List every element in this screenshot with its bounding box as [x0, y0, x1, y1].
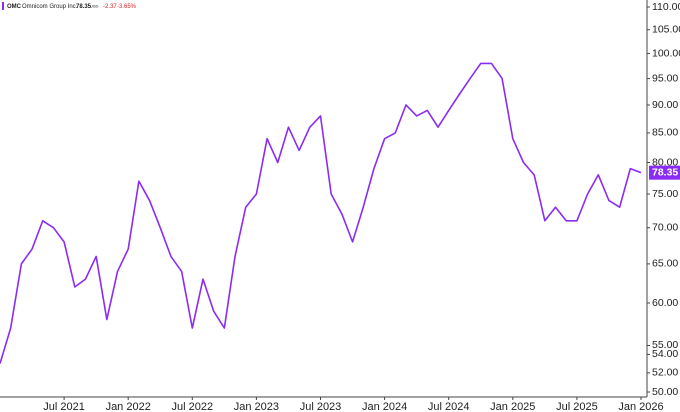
y-tick-label: 50.00 [652, 386, 678, 398]
symbol-marker [2, 2, 4, 10]
y-tick-label: 65.00 [652, 258, 678, 270]
last-price-badge [649, 165, 680, 180]
x-tick-label: Jan 2025 [490, 401, 535, 412]
x-tick-label: Jan 2023 [234, 401, 279, 412]
y-tick-label: 70.00 [652, 221, 678, 233]
x-tick-label: Jan 2024 [362, 401, 407, 412]
y-tick-label: 52.00 [652, 367, 678, 379]
x-tick-label: Jan 2022 [106, 401, 151, 412]
symbol: OMC [7, 4, 22, 10]
company-name: Omnicom Group Inc. [22, 4, 78, 10]
x-tick-label: Jul 2022 [172, 401, 214, 412]
x-tick-label: Jul 2021 [43, 401, 85, 412]
y-tick-label: 110.00 [652, 1, 680, 13]
x-tick-label: Jan 2026 [618, 401, 663, 412]
y-tick-label: 60.00 [652, 297, 678, 309]
last-price-label: 78.35 [652, 166, 678, 178]
price: 78.35 [76, 4, 92, 10]
y-tick-label: 95.00 [652, 72, 678, 84]
x-tick-label: Jul 2023 [300, 401, 342, 412]
price-line [0, 62, 642, 364]
y-tick-label: 75.00 [652, 188, 678, 200]
y-tick-label: 100.00 [652, 47, 680, 59]
currency: USD [90, 4, 99, 9]
change: -2.37 [103, 4, 117, 10]
y-tick-label: 55.00 [652, 339, 678, 351]
change-percent: -3.65% [117, 4, 137, 10]
y-tick-label: 90.00 [652, 99, 678, 111]
y-tick-label: 80.00 [652, 156, 678, 168]
x-tick-label: Jul 2024 [428, 401, 470, 412]
y-tick-label: 54.00 [652, 348, 678, 360]
x-tick-label: Jul 2025 [556, 401, 598, 412]
y-tick-label: 85.00 [652, 127, 678, 139]
y-tick-label: 105.00 [652, 23, 680, 35]
